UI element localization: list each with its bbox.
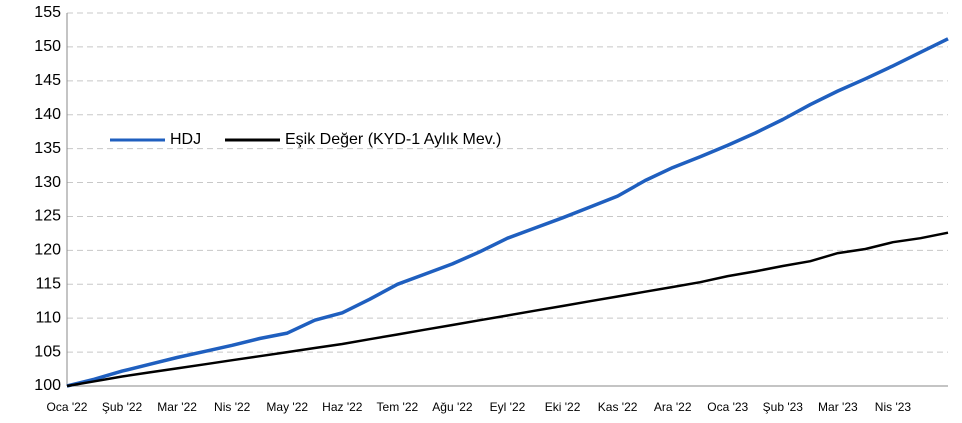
y-tick-label: 155	[34, 4, 61, 21]
x-tick-label: Mar '22	[157, 400, 197, 414]
x-tick-label: Nis '23	[875, 400, 912, 414]
x-tick-label: Oca '23	[707, 400, 748, 414]
x-tick-label: Ağu '22	[432, 400, 473, 414]
legend-label: Eşik Değer (KYD-1 Aylık Mev.)	[285, 131, 501, 148]
x-tick-label: Haz '22	[322, 400, 363, 414]
y-tick-label: 150	[34, 38, 61, 55]
series-line	[66, 37, 949, 388]
x-tick-label: Tem '22	[377, 400, 419, 414]
y-tick-label: 135	[34, 140, 61, 157]
x-tick-label: Nis '22	[214, 400, 251, 414]
x-tick-label: Eki '22	[545, 400, 581, 414]
y-tick-label: 115	[35, 275, 61, 292]
y-tick-label: 140	[34, 106, 61, 123]
y-tick-label: 120	[34, 242, 61, 259]
y-tick-label: 125	[34, 208, 61, 225]
x-tick-label: May '22	[266, 400, 308, 414]
y-tick-label: 105	[34, 343, 61, 360]
y-tick-label: 130	[34, 174, 61, 191]
series-line	[66, 231, 949, 388]
y-tick-label: 100	[34, 377, 61, 394]
x-tick-label: Şub '22	[102, 400, 143, 414]
y-tick-label: 110	[35, 309, 61, 326]
x-tick-label: Kas '22	[598, 400, 638, 414]
x-tick-label: Mar '23	[818, 400, 858, 414]
x-tick-label: Oca '22	[47, 400, 88, 414]
x-tick-label: Ara '22	[654, 400, 692, 414]
legend-label: HDJ	[170, 131, 201, 148]
x-tick-label: Eyl '22	[490, 400, 526, 414]
y-tick-label: 145	[34, 72, 61, 89]
x-tick-label: Şub '23	[763, 400, 804, 414]
